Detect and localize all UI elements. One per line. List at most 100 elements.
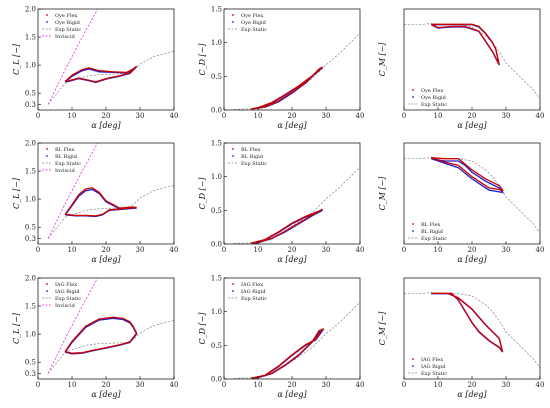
series-exp-static (47, 320, 174, 374)
legend-swatch (232, 290, 234, 292)
legend-label: IAG Rigid (55, 289, 80, 295)
legend-label: IAG Rigid (421, 364, 446, 370)
y-tick-label: 0.5 (211, 73, 222, 81)
plot-lines (47, 278, 174, 374)
x-tick-label: 20 (288, 246, 297, 254)
plot-lines (404, 156, 540, 234)
x-tick-label: 40 (536, 246, 545, 254)
subplot-oye-cl: 0 10 20 30 40 0.3 0.5 1.0 1.5 2.0 α [deg] C_L [−] Oy… (12, 6, 179, 131)
y-tick-label: 1.5 (211, 140, 222, 148)
y-tick-label: 0.3 (25, 370, 36, 378)
x-tick-label: 10 (434, 246, 443, 254)
legend-label: Oye Rigid (421, 95, 447, 101)
legend-label: Exp Static (241, 161, 267, 167)
x-tick-label: 10 (68, 112, 77, 120)
legend-swatch (232, 155, 234, 157)
x-tick-label: 10 (254, 381, 263, 389)
legend-label: Exp Static (241, 296, 267, 302)
x-tick-label: 0 (402, 112, 406, 120)
y-tick-label: 0.5 (211, 207, 222, 215)
legend-label: BL Flex (421, 222, 441, 228)
legend-label: Oye Rigid (241, 20, 267, 26)
series-exp-static (234, 166, 360, 244)
x-tick-label: 30 (322, 246, 331, 254)
x-tick-label: 0 (222, 246, 226, 254)
x-axis-label: α [deg] (277, 390, 307, 399)
legend-label: BL Rigid (421, 229, 444, 235)
legend-label: IAG Flex (241, 282, 263, 288)
series-inviscid (47, 278, 99, 374)
x-tick-label: 30 (136, 246, 145, 254)
y-axis-label: C_M [−] (378, 42, 387, 77)
y-tick-label: 0.3 (25, 101, 36, 109)
x-tick-label: 20 (102, 112, 111, 120)
x-tick-label: 20 (102, 381, 111, 389)
legend-swatch (412, 89, 414, 91)
y-tick-label: 1.5 (211, 275, 222, 283)
x-tick-label: 0 (36, 246, 40, 254)
y-tick-label: 1.5 (211, 6, 222, 14)
x-tick-label: 0 (402, 246, 406, 254)
y-tick-label: 1.0 (211, 173, 222, 181)
series-bl-flex (64, 187, 137, 217)
legend-label: Inviscid (55, 303, 76, 309)
x-tick-label: 0 (402, 381, 406, 389)
plot-lines (234, 301, 360, 379)
x-tick-label: 10 (434, 112, 443, 120)
y-tick-label: 2.0 (25, 275, 36, 283)
y-tick-label: 0.0 (211, 107, 222, 115)
x-tick-label: 40 (536, 112, 545, 120)
x-axis-label: α [deg] (457, 121, 487, 130)
x-axis-label: α [deg] (91, 390, 121, 399)
series-iag-rigid (251, 329, 325, 379)
x-tick-label: 40 (356, 246, 365, 254)
subplot-bl-cd: 0 10 20 30 40 0.0 0.5 1.0 1.5 α [deg] C_D [−] BL Fl… (198, 140, 364, 265)
legend-label: BL Rigid (55, 154, 78, 160)
x-axis-label: α [deg] (457, 390, 487, 399)
plot-lines (47, 9, 174, 105)
series-exp-static (47, 51, 174, 105)
legend-swatch (412, 365, 414, 367)
subplot-bl-cl: 0 10 20 30 40 0.3 0.5 1.0 1.5 2.0 α [deg] C_L [−] BL… (12, 140, 178, 265)
legend-label: Oye Flex (55, 13, 77, 19)
x-tick-label: 20 (288, 112, 297, 120)
y-tick-label: 0.0 (211, 376, 222, 384)
legend-label: BL Flex (55, 147, 75, 153)
legend-label: Exp Static (55, 296, 81, 302)
legend-swatch (232, 14, 234, 16)
y-axis-label: C_D [−] (198, 43, 207, 76)
plot-lines (404, 23, 540, 100)
x-tick-label: 0 (36, 112, 40, 120)
x-tick-label: 10 (68, 246, 77, 254)
x-tick-label: 20 (102, 246, 111, 254)
series-iag-flex (431, 292, 504, 352)
y-tick-label: 1.0 (25, 331, 36, 339)
legend-label: Oye Flex (421, 88, 443, 94)
legend-label: IAG Rigid (241, 289, 266, 295)
series-exp-static (234, 301, 360, 379)
series-iag-rigid (431, 293, 504, 353)
series-bl-rigid (430, 158, 505, 194)
y-axis-label: C_L [−] (12, 312, 21, 344)
x-tick-label: 40 (170, 112, 179, 120)
plot-lines (234, 166, 360, 244)
legend-swatch (46, 155, 48, 157)
x-tick-label: 30 (502, 381, 511, 389)
legend-label: Exp Static (421, 236, 447, 242)
y-axis-label: C_M [−] (378, 176, 387, 211)
x-tick-label: 10 (68, 381, 77, 389)
series-oye-flex (251, 66, 324, 110)
x-tick-label: 20 (468, 381, 477, 389)
legend-label: BL Rigid (241, 154, 264, 160)
legend-swatch (46, 283, 48, 285)
x-tick-label: 10 (434, 381, 443, 389)
y-tick-label: 0.0 (211, 241, 222, 249)
plot-lines (234, 32, 360, 110)
series-oye-flex (430, 23, 500, 65)
x-tick-label: 30 (322, 112, 331, 120)
x-axis-label: α [deg] (91, 121, 121, 130)
x-tick-label: 40 (356, 381, 365, 389)
legend-label: Inviscid (55, 34, 76, 40)
series-oye-rigid (430, 24, 500, 66)
